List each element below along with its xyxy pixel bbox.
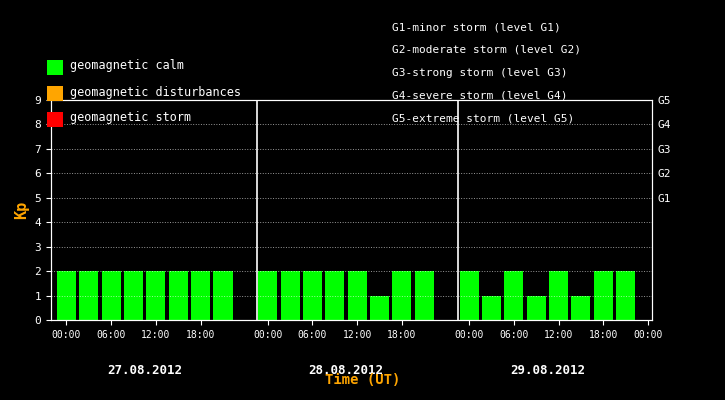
Bar xyxy=(79,271,99,320)
Bar xyxy=(392,271,412,320)
Text: G1-minor storm (level G1): G1-minor storm (level G1) xyxy=(392,22,560,32)
Text: geomagnetic storm: geomagnetic storm xyxy=(70,112,191,124)
Bar xyxy=(526,296,546,320)
Bar xyxy=(102,271,120,320)
Text: G3-strong storm (level G3): G3-strong storm (level G3) xyxy=(392,68,567,78)
Bar xyxy=(281,271,299,320)
Text: 29.08.2012: 29.08.2012 xyxy=(510,364,585,377)
Bar xyxy=(303,271,322,320)
Bar xyxy=(326,271,344,320)
Bar xyxy=(482,296,501,320)
Bar xyxy=(57,271,76,320)
Text: G5-extreme storm (level G5): G5-extreme storm (level G5) xyxy=(392,113,573,123)
Text: 28.08.2012: 28.08.2012 xyxy=(309,364,384,377)
Bar xyxy=(549,271,568,320)
Bar xyxy=(616,271,635,320)
Bar xyxy=(594,271,613,320)
Text: 27.08.2012: 27.08.2012 xyxy=(107,364,182,377)
Bar xyxy=(169,271,188,320)
Bar xyxy=(191,271,210,320)
Bar xyxy=(348,271,367,320)
Text: Time (UT): Time (UT) xyxy=(325,373,400,387)
Bar xyxy=(571,296,590,320)
Text: G2-moderate storm (level G2): G2-moderate storm (level G2) xyxy=(392,45,581,55)
Y-axis label: Kp: Kp xyxy=(14,201,29,219)
Bar xyxy=(213,271,233,320)
Text: geomagnetic calm: geomagnetic calm xyxy=(70,60,183,72)
Text: geomagnetic disturbances: geomagnetic disturbances xyxy=(70,86,241,98)
Bar xyxy=(146,271,165,320)
Bar xyxy=(415,271,434,320)
Bar xyxy=(505,271,523,320)
Bar xyxy=(258,271,277,320)
Bar xyxy=(370,296,389,320)
Text: G4-severe storm (level G4): G4-severe storm (level G4) xyxy=(392,90,567,100)
Bar xyxy=(460,271,479,320)
Bar xyxy=(124,271,143,320)
